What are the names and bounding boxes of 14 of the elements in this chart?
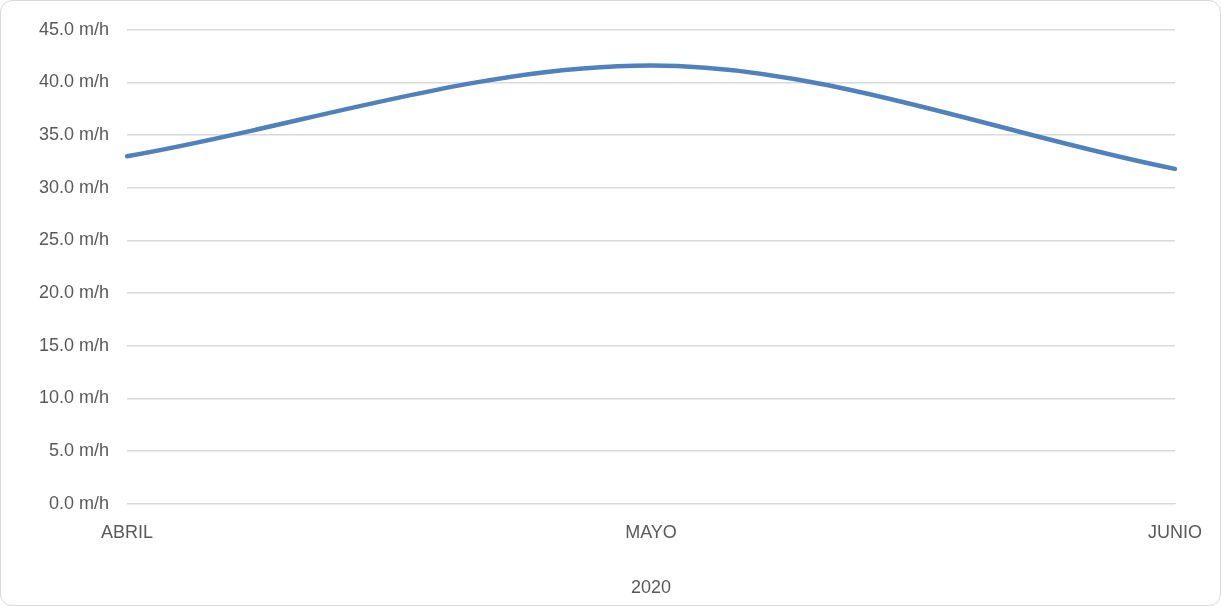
- y-tick-label: 15.0 m/h: [38, 334, 110, 355]
- x-tick-label: JUNIO: [1148, 521, 1202, 542]
- y-tick-label: 45.0 m/h: [38, 18, 110, 39]
- y-tick-label: 20.0 m/h: [38, 282, 110, 303]
- y-tick-label: 35.0 m/h: [38, 124, 110, 145]
- y-tick-label: 30.0 m/h: [38, 176, 110, 197]
- y-tick-label: 40.0 m/h: [38, 71, 110, 92]
- x-tick-label: ABRIL: [101, 521, 154, 542]
- y-tick-label: 10.0 m/h: [38, 387, 110, 408]
- y-tick-label: 25.0 m/h: [38, 229, 110, 250]
- x-tick-label: MAYO: [625, 521, 677, 542]
- x-axis-title: 2020: [631, 577, 672, 598]
- y-tick-label: 0.0 m/h: [49, 492, 110, 513]
- y-tick-label: 5.0 m/h: [49, 440, 110, 461]
